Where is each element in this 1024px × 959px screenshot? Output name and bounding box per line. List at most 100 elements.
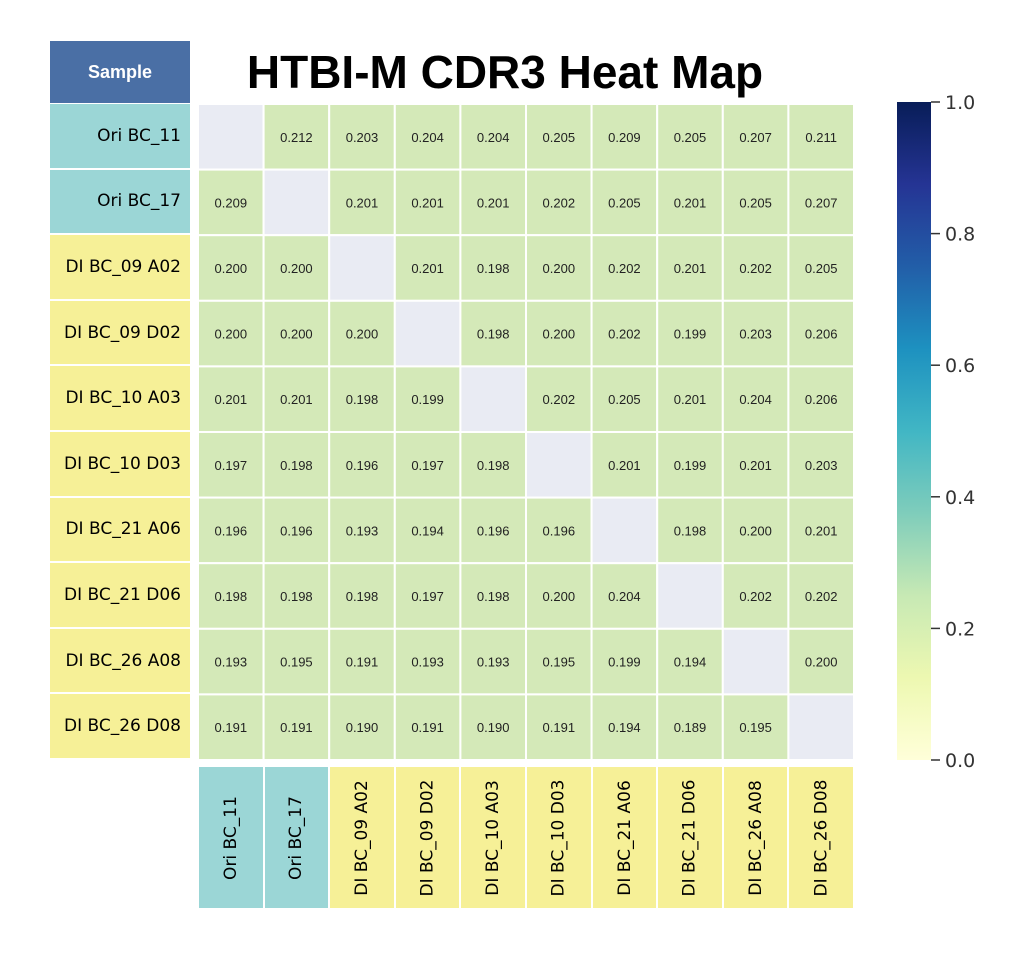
cell-value-label: 0.190	[346, 720, 379, 735]
cell-value-label: 0.204	[608, 589, 641, 604]
cell-value-label: 0.201	[346, 195, 379, 210]
heatmap-cell	[787, 168, 856, 237]
cell-value-label: 0.194	[411, 523, 444, 538]
row-label: DI BC_26 D08	[50, 694, 190, 758]
cell-value-label: 0.200	[543, 261, 576, 276]
cell-value-label: 0.205	[805, 261, 838, 276]
heatmap-cell	[262, 496, 331, 565]
heatmap-cell	[459, 562, 527, 630]
heatmap-cell	[262, 103, 331, 171]
cell-value-label: 0.201	[805, 523, 838, 538]
cell-value-label: 0.201	[215, 392, 248, 407]
cell-value-label: 0.194	[674, 655, 707, 670]
cell-value-label: 0.198	[280, 589, 313, 604]
cell-value-label: 0.198	[477, 589, 510, 604]
heatmap-cell	[459, 627, 527, 696]
heatmap-cell	[197, 234, 265, 302]
heatmap-cell	[328, 431, 396, 499]
cell-value-label: 0.201	[477, 195, 510, 210]
cell-value-label: 0.201	[280, 392, 313, 407]
cell-value-label: 0.191	[543, 720, 576, 735]
chart-title: HTBI-M CDR3 Heat Map	[246, 46, 764, 98]
heatmap-cell	[787, 496, 856, 565]
heatmap-cell	[393, 234, 462, 302]
cell-value-label: 0.196	[346, 458, 379, 473]
colorbar-tick-label: 0.6	[945, 355, 975, 377]
cell-value-label: 0.193	[411, 655, 444, 670]
row-label: DI BC_21 D06	[50, 563, 190, 627]
cell-value-label: 0.197	[411, 589, 444, 604]
cell-value-label: 0.196	[477, 523, 510, 538]
colorbar-tick-label: 0.4	[945, 487, 975, 509]
heatmap-cell	[656, 693, 724, 762]
cell-value-label: 0.202	[543, 392, 576, 407]
column-label: DI BC_09 D02	[395, 767, 460, 908]
row-label: DI BC_26 A08	[50, 628, 190, 693]
heatmap-cell	[328, 234, 396, 302]
heatmap-cell	[393, 562, 462, 630]
heatmap-cell	[459, 365, 527, 433]
cell-value-label: 0.205	[739, 195, 772, 210]
column-label: DI BC_09 A02	[330, 767, 394, 908]
cell-value-label: 0.191	[411, 720, 444, 735]
cell-value-label: 0.209	[215, 195, 248, 210]
cell-value-label: 0.195	[543, 655, 576, 670]
cell-value-label: 0.196	[543, 523, 576, 538]
cell-value-label: 0.199	[674, 458, 707, 473]
heatmap-cell	[590, 496, 659, 565]
cell-value-label: 0.202	[543, 195, 576, 210]
colorbar-tick-label: 1.0	[945, 92, 975, 114]
cell-value-label: 0.195	[280, 655, 313, 670]
heatmap-cell	[721, 693, 790, 762]
heatmap-cell	[525, 431, 593, 499]
cell-value-label: 0.201	[608, 458, 641, 473]
cell-value-label: 0.201	[739, 458, 772, 473]
column-label: DI BC_10 A03	[461, 767, 525, 908]
heatmap-cell	[393, 168, 462, 237]
cell-value-label: 0.197	[215, 458, 248, 473]
heatmap-cell	[197, 365, 265, 433]
heatmap-cell	[787, 365, 856, 433]
cell-value-label: 0.200	[805, 655, 838, 670]
cell-value-label: 0.203	[805, 458, 838, 473]
cell-value-label: 0.204	[739, 392, 772, 407]
heatmap-cell	[656, 431, 724, 499]
heatmap-cell	[393, 103, 462, 171]
colorbar-tick-label: 0.8	[945, 224, 975, 246]
cell-value-label: 0.198	[477, 458, 510, 473]
heatmap-cell	[328, 103, 396, 171]
cell-value-label: 0.201	[674, 261, 707, 276]
colorbar-tick-label: 0.2	[945, 618, 975, 640]
cell-value-label: 0.200	[215, 261, 248, 276]
cell-value-label: 0.205	[674, 130, 707, 145]
column-label: DI BC_10 D03	[527, 767, 591, 908]
heatmap-cell	[656, 562, 724, 630]
heatmap-cell	[197, 431, 265, 499]
cell-value-label: 0.198	[280, 458, 313, 473]
cell-value-label: 0.189	[674, 720, 707, 735]
cell-value-label: 0.202	[739, 261, 772, 276]
cell-value-label: 0.198	[346, 392, 379, 407]
heatmap-cell	[721, 365, 790, 433]
cell-value-label: 0.198	[477, 327, 510, 342]
heatmap-cell	[656, 234, 724, 302]
cell-value-label: 0.202	[608, 327, 641, 342]
row-label: DI BC_21 A06	[50, 497, 190, 562]
cell-value-label: 0.201	[674, 392, 707, 407]
cell-value-label: 0.196	[280, 523, 313, 538]
cell-value-label: 0.198	[215, 589, 248, 604]
heatmap-cell	[721, 168, 790, 237]
heatmap-cell	[787, 562, 856, 630]
cell-value-label: 0.209	[608, 130, 641, 145]
cell-value-label: 0.203	[346, 130, 379, 145]
column-label: DI BC_21 D06	[658, 767, 722, 908]
cell-value-label: 0.194	[608, 720, 641, 735]
cell-value-label: 0.193	[215, 655, 248, 670]
heatmap-cell	[721, 103, 790, 171]
heatmap-cell	[262, 693, 331, 762]
cell-value-label: 0.190	[477, 720, 510, 735]
cell-value-label: 0.200	[739, 523, 772, 538]
row-label: DI BC_09 A02	[50, 235, 190, 299]
cell-value-label: 0.199	[674, 327, 707, 342]
